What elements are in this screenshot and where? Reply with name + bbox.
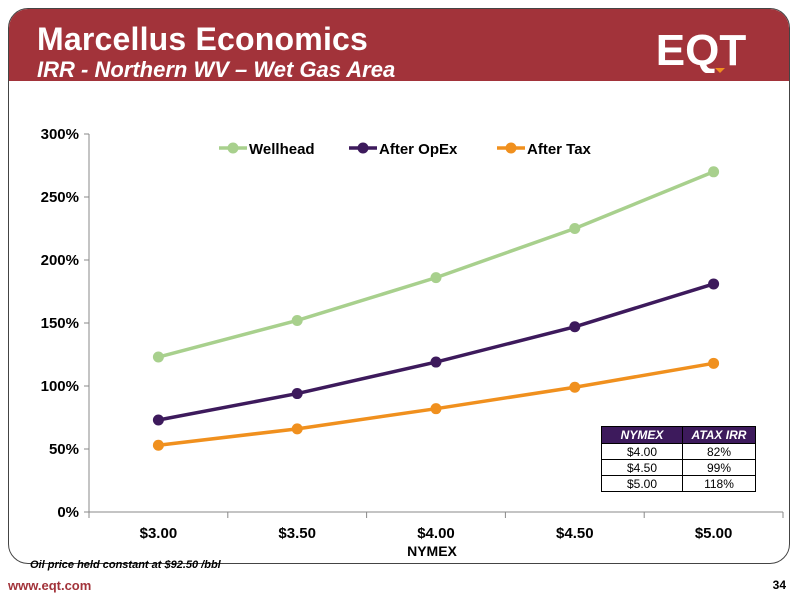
page-number: 34 (772, 578, 786, 592)
data-point (569, 223, 581, 234)
header-bar: Marcellus Economics IRR - Northern WV – … (9, 9, 789, 82)
x-tick-label: $4.50 (556, 525, 594, 542)
data-point (430, 356, 442, 368)
y-tick-label: 50% (49, 441, 79, 458)
x-tick-label: $3.00 (140, 525, 178, 542)
y-tick-label: 150% (41, 315, 79, 332)
legend-swatch-marker (505, 142, 517, 154)
data-point (152, 414, 164, 426)
data-point (569, 321, 581, 333)
series-line-after-opex (158, 282, 715, 422)
x-tick-label: $3.50 (278, 525, 316, 542)
series-line-wellhead (157, 170, 715, 359)
y-tick-label: 0% (57, 504, 79, 521)
x-tick-label: $4.00 (417, 525, 455, 542)
footnote: Oil price held constant at $92.50 /bbl (30, 559, 221, 571)
table-cell: 99% (682, 459, 756, 476)
data-point (152, 351, 164, 363)
data-point (569, 381, 581, 393)
table-cell: $5.00 (601, 475, 683, 492)
website-link[interactable]: www.eqt.com (8, 578, 92, 593)
irr-table: NYMEX ATAX IRR $4.00 82% $4.50 99% $5.00 118% (601, 426, 756, 492)
data-point (430, 403, 442, 415)
table-cell: $4.00 (601, 443, 683, 460)
table-cell: 82% (682, 443, 756, 460)
logo-text: EQT (656, 26, 747, 73)
data-point (291, 314, 303, 326)
y-tick-label: 200% (41, 252, 79, 269)
table-header-cell: ATAX IRR (682, 426, 756, 444)
x-axis-label: NYMEX (407, 543, 457, 559)
x-tick-label: $5.00 (695, 525, 733, 542)
y-tick-label: 250% (41, 189, 79, 206)
legend-swatch-marker (357, 142, 369, 154)
y-tick-label: 100% (41, 378, 79, 395)
data-point (708, 357, 720, 369)
data-point (152, 439, 164, 451)
data-point (708, 278, 720, 290)
slide-title: Marcellus Economics (37, 21, 369, 57)
slide-subtitle: IRR - Northern WV – Wet Gas Area (37, 57, 396, 82)
y-tick-label: 300% (41, 126, 79, 143)
legend-label: Wellhead (249, 141, 315, 158)
legend-swatch-marker (227, 142, 239, 154)
data-point (708, 166, 720, 178)
table-cell: 118% (682, 475, 756, 492)
data-point (430, 272, 442, 284)
table-cell: $4.50 (601, 459, 683, 476)
legend-label: After OpEx (379, 141, 458, 158)
legend-label: After Tax (527, 141, 592, 158)
table-row: $4.00 82% (601, 443, 756, 460)
data-point (291, 388, 303, 400)
table-row: $4.50 99% (601, 459, 756, 476)
table-row: $5.00 118% (601, 475, 756, 492)
data-point (291, 423, 303, 435)
eqt-logo: EQT (641, 25, 761, 75)
table-header-cell: NYMEX (601, 426, 683, 444)
slide-frame: Marcellus Economics IRR - Northern WV – … (8, 8, 790, 564)
